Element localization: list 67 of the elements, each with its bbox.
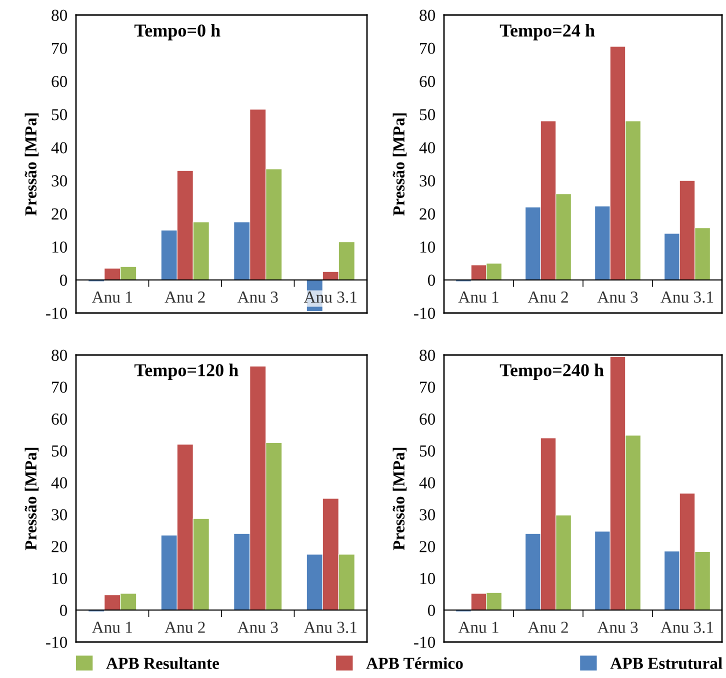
y-tick-label: 10	[420, 241, 436, 253]
legend-label: APB Estrutural	[610, 657, 722, 670]
y-tick-label: 50	[420, 109, 436, 120]
y-tick-label: 20	[52, 208, 68, 220]
x-tick-label: Anu 2	[164, 292, 205, 303]
y-tick-label: 40	[419, 477, 436, 488]
x-tick-label: Anu 3.1	[660, 622, 714, 634]
y-tick-label: 10	[420, 572, 436, 584]
x-tick-label: Anu 3.1	[304, 622, 356, 634]
legend-label: APB Resultante	[106, 657, 219, 670]
chart-title: Tempo=0 h	[134, 24, 220, 40]
y-tick-label: 70	[52, 382, 68, 393]
x-tick-label: Anu 2	[528, 292, 568, 303]
x-tick-label: Anu 2	[528, 622, 568, 633]
y-tick-label: 50	[52, 445, 68, 457]
y-tick-label: 20	[52, 541, 68, 552]
chart-title: Tempo=240 h	[500, 364, 604, 380]
y-tick-label: 80	[52, 350, 68, 361]
y-tick-label: 60	[52, 76, 68, 88]
y-tick-label: 10	[52, 241, 68, 253]
y-tick-label: 70	[420, 382, 436, 393]
y-tick-label: 0	[428, 604, 436, 616]
y-tick-label: 80	[420, 350, 436, 361]
y-tick-label: -10	[46, 636, 68, 648]
y-tick-label: 30	[52, 175, 68, 186]
y-axis-title: Pressão [MPa]	[392, 113, 407, 216]
y-tick-label: 0	[60, 604, 68, 616]
y-tick-label: 60	[420, 76, 436, 88]
y-axis-title: Pressão [MPa]	[24, 113, 39, 216]
x-tick-label: Anu 1	[458, 622, 498, 633]
x-tick-label: Anu 3	[237, 292, 278, 303]
chart-title: Tempo=24 h	[500, 24, 595, 40]
y-axis-title: Pressão [MPa]	[24, 448, 39, 550]
legend-label: APB Térmico	[366, 657, 463, 669]
x-tick-label: Anu 3	[597, 622, 638, 633]
y-tick-label: -10	[46, 308, 68, 319]
x-tick-label: Anu 2	[164, 622, 205, 633]
y-tick-label: 50	[52, 109, 68, 120]
y-tick-label: -10	[414, 308, 436, 319]
y-tick-label: 10	[52, 572, 68, 584]
y-tick-label: 20	[420, 541, 436, 552]
y-tick-label: 80	[52, 10, 68, 21]
y-tick-label: -10	[414, 636, 436, 648]
y-tick-label: 40	[51, 142, 68, 154]
y-tick-label: 40	[51, 477, 68, 488]
y-tick-label: 80	[420, 10, 436, 21]
y-tick-label: 40	[419, 142, 436, 154]
x-tick-label: Anu 1	[92, 292, 132, 303]
y-axis-title: Pressão [MPa]	[392, 448, 407, 550]
y-tick-label: 50	[420, 445, 436, 457]
y-tick-label: 30	[420, 509, 436, 520]
x-tick-label: Anu 3.1	[304, 292, 356, 303]
y-tick-label: 0	[428, 274, 436, 286]
x-tick-label: Anu 3	[597, 292, 638, 303]
y-tick-label: 30	[52, 509, 68, 520]
y-tick-label: 70	[52, 42, 68, 54]
x-tick-label: Anu 3.1	[660, 292, 714, 303]
y-tick-label: 60	[52, 413, 68, 425]
y-tick-label: 60	[420, 413, 436, 425]
x-tick-label: Anu 1	[458, 292, 498, 303]
y-tick-label: 70	[420, 42, 436, 54]
y-tick-label: 30	[420, 175, 436, 186]
chart-title: Tempo=120 h	[134, 364, 238, 380]
x-tick-label: Anu 3	[237, 622, 278, 633]
y-tick-label: 20	[420, 208, 436, 220]
x-tick-label: Anu 1	[92, 622, 132, 633]
y-tick-label: 0	[60, 274, 68, 286]
